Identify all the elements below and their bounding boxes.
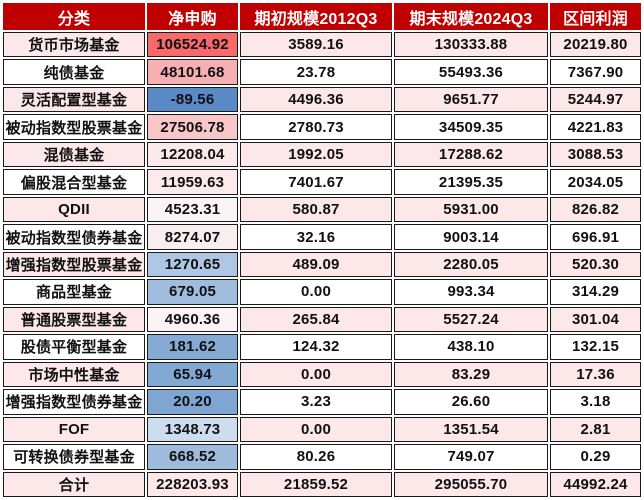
cell-scale-2012q3: 0.00 xyxy=(240,279,392,305)
cell-profit: 132.15 xyxy=(550,334,641,360)
cell-net-purchase: 48101.68 xyxy=(147,59,238,85)
cell-category: FOF xyxy=(3,416,145,443)
cell-net-purchase: 1348.73 xyxy=(147,416,238,443)
cell-net-purchase: 106524.92 xyxy=(147,32,238,58)
cell-scale-2024q3: 9003.14 xyxy=(394,224,548,250)
cell-profit: 2034.05 xyxy=(550,169,641,195)
cell-net-purchase: 4960.36 xyxy=(147,306,238,333)
cell-profit: 5244.97 xyxy=(550,86,641,113)
cell-profit: 314.29 xyxy=(550,279,641,305)
header-cell-category: 分类 xyxy=(3,3,145,30)
cell-net-purchase: -89.56 xyxy=(147,86,238,113)
cell-scale-2024q3: 9651.77 xyxy=(394,86,548,113)
cell-category: 被动指数型股票基金 xyxy=(3,114,145,140)
cell-net-purchase: 12208.04 xyxy=(147,141,238,168)
cell-profit: 20219.80 xyxy=(550,32,641,58)
cell-scale-2012q3: 2780.73 xyxy=(240,114,392,140)
cell-profit: 44992.24 xyxy=(550,471,641,497)
cell-category: 被动指数型债券基金 xyxy=(3,224,145,250)
cell-category: 合计 xyxy=(3,471,145,497)
cell-scale-2024q3: 21395.35 xyxy=(394,169,548,195)
cell-net-purchase: 679.05 xyxy=(147,279,238,305)
cell-scale-2012q3: 124.32 xyxy=(240,334,392,360)
cell-scale-2024q3: 17288.62 xyxy=(394,141,548,168)
cell-category: 灵活配置型基金 xyxy=(3,86,145,113)
cell-scale-2024q3: 2280.05 xyxy=(394,251,548,278)
header-cell-profit: 区间利润 xyxy=(550,3,641,30)
cell-profit: 696.91 xyxy=(550,224,641,250)
cell-net-purchase: 27506.78 xyxy=(147,114,238,140)
cell-scale-2012q3: 7401.67 xyxy=(240,169,392,195)
cell-category: 增强指数型债券基金 xyxy=(3,389,145,415)
fund-table-grid: 分类 净申购 期初规模2012Q3 期末规模2024Q3 区间利润 货币市场基金… xyxy=(3,3,641,497)
cell-scale-2012q3: 489.09 xyxy=(240,251,392,278)
cell-scale-2024q3: 26.60 xyxy=(394,389,548,415)
cell-scale-2012q3: 80.26 xyxy=(240,444,392,470)
cell-scale-2024q3: 295055.70 xyxy=(394,471,548,497)
cell-net-purchase: 11959.63 xyxy=(147,169,238,195)
cell-scale-2024q3: 5931.00 xyxy=(394,196,548,223)
cell-scale-2024q3: 749.07 xyxy=(394,444,548,470)
cell-scale-2024q3: 5527.24 xyxy=(394,306,548,333)
cell-profit: 3088.53 xyxy=(550,141,641,168)
cell-net-purchase: 1270.65 xyxy=(147,251,238,278)
cell-scale-2024q3: 55493.36 xyxy=(394,59,548,85)
cell-net-purchase: 181.62 xyxy=(147,334,238,360)
cell-category: 纯债基金 xyxy=(3,59,145,85)
cell-category: QDII xyxy=(3,196,145,223)
cell-scale-2012q3: 3589.16 xyxy=(240,32,392,58)
cell-profit: 17.36 xyxy=(550,361,641,388)
header-cell-scale-2012q3: 期初规模2012Q3 xyxy=(240,3,392,30)
cell-scale-2012q3: 0.00 xyxy=(240,416,392,443)
header-cell-scale-2024q3: 期末规模2024Q3 xyxy=(394,3,548,30)
cell-scale-2012q3: 23.78 xyxy=(240,59,392,85)
cell-category: 货币市场基金 xyxy=(3,32,145,58)
cell-scale-2024q3: 438.10 xyxy=(394,334,548,360)
cell-category: 股债平衡型基金 xyxy=(3,334,145,360)
cell-net-purchase: 20.20 xyxy=(147,389,238,415)
cell-category: 增强指数型股票基金 xyxy=(3,251,145,278)
cell-scale-2024q3: 130333.88 xyxy=(394,32,548,58)
cell-scale-2012q3: 1992.05 xyxy=(240,141,392,168)
cell-profit: 301.04 xyxy=(550,306,641,333)
cell-scale-2024q3: 83.29 xyxy=(394,361,548,388)
cell-scale-2012q3: 265.84 xyxy=(240,306,392,333)
cell-scale-2012q3: 32.16 xyxy=(240,224,392,250)
cell-net-purchase: 4523.31 xyxy=(147,196,238,223)
cell-scale-2012q3: 580.87 xyxy=(240,196,392,223)
cell-category: 普通股票型基金 xyxy=(3,306,145,333)
cell-profit: 0.29 xyxy=(550,444,641,470)
cell-scale-2012q3: 4496.36 xyxy=(240,86,392,113)
cell-category: 可转换债券型基金 xyxy=(3,444,145,470)
cell-category: 混债基金 xyxy=(3,141,145,168)
header-cell-net-purchase: 净申购 xyxy=(147,3,238,30)
cell-profit: 2.81 xyxy=(550,416,641,443)
cell-net-purchase: 668.52 xyxy=(147,444,238,470)
cell-scale-2012q3: 21859.52 xyxy=(240,471,392,497)
cell-scale-2012q3: 0.00 xyxy=(240,361,392,388)
cell-profit: 4221.83 xyxy=(550,114,641,140)
cell-scale-2024q3: 1351.54 xyxy=(394,416,548,443)
cell-category: 商品型基金 xyxy=(3,279,145,305)
cell-net-purchase: 8274.07 xyxy=(147,224,238,250)
cell-scale-2024q3: 34509.35 xyxy=(394,114,548,140)
cell-profit: 520.30 xyxy=(550,251,641,278)
cell-scale-2012q3: 3.23 xyxy=(240,389,392,415)
cell-category: 偏股混合型基金 xyxy=(3,169,145,195)
cell-scale-2024q3: 993.34 xyxy=(394,279,548,305)
cell-profit: 826.82 xyxy=(550,196,641,223)
cell-category: 市场中性基金 xyxy=(3,361,145,388)
cell-net-purchase: 65.94 xyxy=(147,361,238,388)
cell-profit: 3.18 xyxy=(550,389,641,415)
cell-profit: 7367.90 xyxy=(550,59,641,85)
cell-net-purchase: 228203.93 xyxy=(147,471,238,497)
